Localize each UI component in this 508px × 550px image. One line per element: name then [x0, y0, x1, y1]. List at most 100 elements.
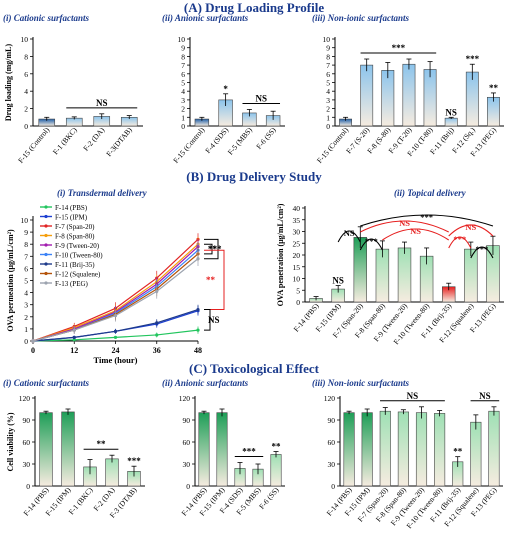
chart-subtitle: (i) Cationic surfactants — [3, 13, 90, 23]
y-axis-label: Drug loading (mg/mL) — [4, 44, 13, 122]
legend-label: F-15 (IPM) — [55, 214, 88, 222]
y-tick-label: 2 — [24, 105, 28, 114]
significance-label: *** — [466, 54, 480, 64]
y-tick-label: 6 — [181, 70, 185, 79]
y-tick-label: 30 — [293, 228, 301, 237]
chart-subtitle: (iii) Non-ionic surfactants — [312, 13, 410, 23]
y-tick-label: 3 — [181, 96, 185, 105]
y-tick-label: 0 — [181, 122, 185, 131]
significance-bracket — [204, 249, 225, 311]
x-tick-label: 0 — [31, 346, 35, 355]
legend-marker — [44, 214, 48, 219]
x-tick-label: 48 — [194, 346, 202, 355]
chart-subtitle: (i) Cationic surfactants — [3, 378, 90, 388]
y-tick-label: 8 — [326, 52, 330, 61]
significance-label: ** — [206, 275, 216, 285]
x-tick-label: F-3(DTAB) — [104, 125, 134, 158]
y-tick-label: 120 — [19, 394, 31, 403]
bracket-label: NS — [255, 93, 267, 103]
data-point — [31, 339, 35, 343]
comparison-label: *** — [453, 234, 466, 244]
y-tick-label: 10 — [293, 275, 301, 284]
chart-subtitle: (i) Transdermal delivery — [57, 188, 148, 198]
bar — [343, 412, 355, 487]
comparison-arc — [360, 214, 494, 227]
y-tick-label: 15 — [293, 263, 301, 272]
y-tick-label: 1 — [24, 325, 28, 334]
y-tick-label: 8 — [24, 240, 28, 249]
bar — [465, 71, 479, 127]
y-tick-label: 60 — [183, 438, 191, 447]
section-c-title: (C) Toxicological Effect — [189, 361, 319, 376]
bar — [423, 69, 437, 127]
significance-bracket — [204, 238, 219, 260]
y-axis-label: OVA penetration (μg/mL/cm²) — [276, 203, 285, 306]
x-axis-label: Time (hour) — [94, 355, 138, 365]
y-tick-label: 7 — [24, 252, 28, 261]
data-point — [113, 335, 118, 339]
comparison-label: *** — [365, 236, 378, 246]
y-tick-label: 0 — [296, 298, 300, 307]
bar — [361, 412, 373, 487]
x-tick-label: F-15 (Control) — [16, 125, 51, 165]
x-tick-label: F-1 (BKC) — [51, 125, 79, 156]
data-point — [72, 328, 76, 332]
comparison-label: NS — [410, 226, 421, 236]
comparison-arc — [470, 246, 494, 259]
legend-marker — [44, 262, 48, 266]
significance-label: NS — [332, 276, 344, 286]
significance-label: *** — [208, 244, 222, 254]
legend-label: F-8 (Span-80) — [55, 233, 95, 241]
significance-label: ** — [272, 442, 282, 452]
chart-b2: (ii) Topical delivery 0 5 10 15 20 25 30 35 40 OVA… — [276, 188, 504, 346]
legend-marker — [44, 281, 48, 285]
x-tick-label: F-6 (SS) — [257, 485, 281, 511]
data-point — [196, 307, 200, 312]
y-tick-label: 60 — [23, 438, 31, 447]
y-tick-label: 30 — [23, 460, 31, 469]
chart-subtitle: (ii) Topical delivery — [394, 188, 467, 198]
y-tick-label: 0 — [186, 482, 190, 491]
x-tick-label: 24 — [112, 346, 120, 355]
chart-subtitle: (iii) Non-ionic surfactants — [312, 378, 410, 388]
bar — [397, 247, 412, 303]
significance-label: * — [223, 84, 228, 94]
y-tick-label: 25 — [293, 239, 301, 248]
y-tick-label: 8 — [181, 52, 185, 61]
legend-label: F-9 (Tween-20) — [55, 242, 100, 250]
x-tick-label: F-1 (BKC) — [67, 485, 95, 516]
y-tick-label: 10 — [323, 35, 331, 44]
data-point — [155, 289, 159, 293]
data-point — [155, 333, 159, 337]
legend-label: F-14 (PBS) — [55, 204, 88, 212]
y-tick-label: 9 — [181, 44, 185, 53]
y-tick-label: 20 — [293, 251, 301, 260]
legend-label: F-12 (Squalene) — [55, 271, 101, 279]
y-tick-label: 6 — [24, 264, 28, 273]
y-tick-label: 2 — [326, 105, 330, 114]
y-tick-label: 3 — [24, 301, 28, 310]
bar — [397, 411, 409, 487]
chart-subtitle: (ii) Anionic surfactants — [162, 378, 249, 388]
y-tick-label: 9 — [24, 228, 28, 237]
chart-subtitle: (ii) Anionic surfactants — [162, 13, 249, 23]
y-tick-label: 9 — [326, 44, 330, 53]
data-point — [155, 321, 159, 325]
bar — [379, 410, 391, 487]
bar — [198, 412, 210, 487]
comparison-label: NS — [344, 228, 355, 238]
y-tick-label: 0 — [24, 337, 28, 346]
bar — [39, 412, 53, 487]
y-tick-label: 3 — [326, 96, 330, 105]
comparison-label: NS — [465, 222, 476, 232]
y-tick-label: 7 — [181, 61, 185, 70]
y-tick-label: 30 — [183, 460, 191, 469]
bar — [488, 410, 500, 487]
legend-marker — [44, 205, 48, 209]
y-tick-label: 60 — [328, 438, 336, 447]
bar — [470, 421, 482, 487]
